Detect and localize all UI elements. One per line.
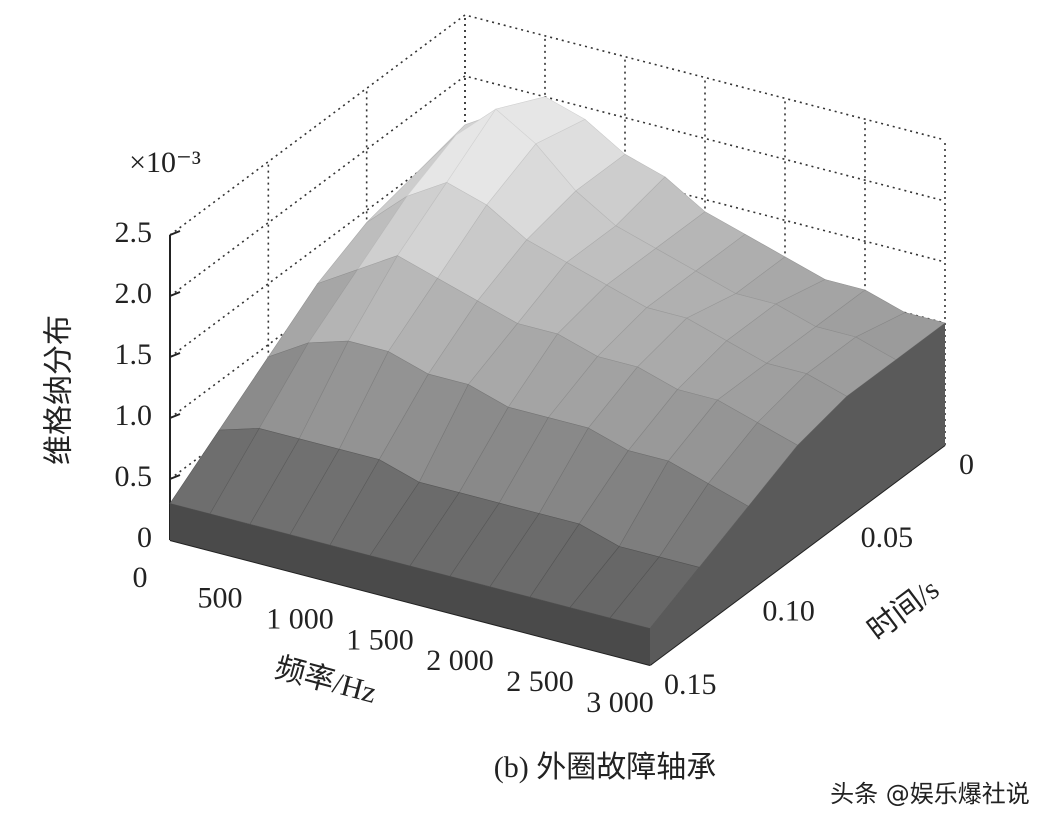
z-tick-label: 2.0 xyxy=(115,277,153,310)
y-tick-label: 0.10 xyxy=(762,595,815,628)
z-tick-label: 1.0 xyxy=(115,399,153,432)
x-tick-label: 2 000 xyxy=(426,644,494,677)
z-tick xyxy=(169,291,181,297)
x-tick-label: 3 000 xyxy=(586,686,654,719)
x-axis-label: 频率/Hz xyxy=(272,651,380,710)
watermark: 头条 @娱乐爆社说 xyxy=(830,780,1030,808)
z-tick xyxy=(169,413,181,419)
x-tick-label: 500 xyxy=(198,582,243,615)
y-axis-label: 时间/s xyxy=(862,573,946,648)
chart-title: (b) 外圈故障轴承 xyxy=(494,751,716,784)
x-tick-label: 1 000 xyxy=(266,603,334,636)
z-tick-label: 0 xyxy=(137,521,152,554)
z-tick-label: 1.5 xyxy=(115,338,153,371)
surface-skirt xyxy=(170,503,650,665)
x-tick-label: 1 500 xyxy=(346,623,414,656)
z-tick-label: 0.5 xyxy=(115,460,153,493)
z-tick-label: 2.5 xyxy=(115,216,153,249)
surface-skirt xyxy=(650,323,945,665)
y-tick-label: 0.15 xyxy=(664,668,717,701)
y-tick-label: 0 xyxy=(959,448,974,481)
z-tick xyxy=(169,474,181,480)
x-tick-label: 2 500 xyxy=(506,665,574,698)
z-axis-label: 维格纳分布 xyxy=(42,315,77,465)
z-tick xyxy=(169,352,181,358)
z-multiplier: ×10⁻³ xyxy=(129,146,201,179)
y-tick-label: 0.05 xyxy=(861,521,914,554)
z-tick xyxy=(169,230,181,236)
x-tick-label: 0 xyxy=(133,561,148,594)
